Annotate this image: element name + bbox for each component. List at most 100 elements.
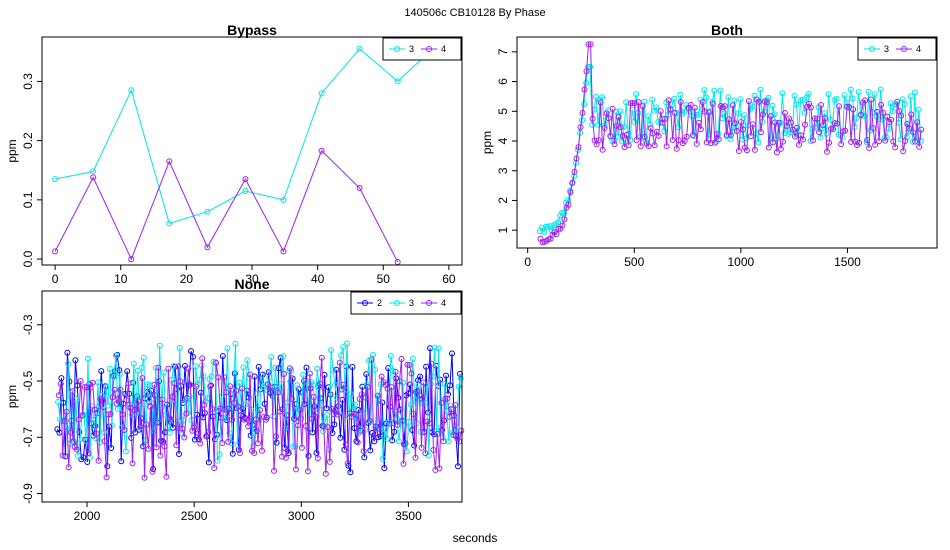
legend-label: 3 [409,298,414,308]
data-point [93,430,100,437]
data-point [452,402,459,409]
data-point [259,447,265,454]
data-point [350,407,356,413]
y-axis-label: ppm [5,385,19,408]
data-point [683,133,690,140]
data-point [741,112,748,119]
data-point [595,121,602,128]
data-point [581,101,588,108]
data-point [281,371,287,377]
data-point [95,457,102,464]
data-point [389,437,396,444]
data-point [106,365,113,372]
data-point [589,115,596,122]
data-point [861,113,868,120]
data-point [168,419,174,426]
data-point [354,439,361,446]
data-point [828,126,834,132]
data-point [212,359,219,365]
data-point [128,256,135,263]
data-point [265,381,271,388]
data-point [870,125,877,132]
y-tick-label: 1 [496,227,510,234]
x-tick-label: 30 [245,272,259,286]
data-point [841,92,848,99]
data-point [450,432,457,438]
data-point [254,390,261,397]
data-point [810,137,816,144]
data-point [587,63,594,70]
data-point [388,384,395,391]
data-point [121,427,128,433]
data-point [703,139,710,146]
data-point [843,99,850,106]
data-point [677,91,684,98]
data-point [669,137,676,143]
y-axis: 0.0 0.1 0.2 0.3 [21,73,42,267]
figure-title: 140506c CB10128 By Phase [404,7,545,19]
data-point [733,127,740,134]
data-point [219,353,226,360]
data-point [101,438,108,445]
data-point [111,386,118,393]
data-point [66,378,73,385]
data-point [352,401,358,408]
data-point [915,106,922,113]
data-point [784,123,790,130]
y-tick-label: -0.3 [21,314,35,335]
data-point [73,396,79,403]
data-point [98,392,105,399]
data-point [303,364,310,371]
data-point [749,103,756,110]
data-point [687,101,694,108]
data-point [396,378,403,385]
data-point [132,429,139,436]
data-point [587,41,594,48]
data-point [661,128,668,135]
data-point [292,466,299,473]
data-point [227,383,234,390]
data-point [747,133,754,140]
data-point [701,108,708,115]
figure-x-axis-label: seconds [453,531,498,545]
data-point [138,364,145,371]
data-point [160,369,167,376]
data-point [325,384,332,391]
data-point [284,448,291,454]
data-point [360,448,367,455]
data-point [118,458,125,465]
data-point [193,383,200,390]
data-point [342,386,349,393]
data-point [340,381,347,388]
data-point [838,141,845,148]
data-point [573,155,580,162]
data-point [318,90,325,97]
data-point [84,459,91,465]
data-point [825,91,832,98]
data-point [356,45,363,52]
data-point [661,116,668,122]
data-point [141,474,148,481]
data-point [429,373,436,380]
data-point [215,374,222,381]
data-point [73,446,80,453]
data-point [858,112,865,118]
x-tick-label: 3500 [395,509,422,523]
data-point [255,363,262,370]
data-point [58,375,65,382]
x-tick-label: 1000 [728,255,755,269]
data-point [304,468,311,475]
data-point [77,378,84,384]
data-point [275,389,281,396]
y-tick-label: 4 [496,137,510,144]
data-point [181,434,188,441]
data-point [777,145,784,152]
plot-frame [516,36,938,249]
data-point [288,395,295,402]
data-point [909,138,916,145]
data-point [543,223,549,230]
data-point [383,435,390,442]
data-point [354,415,360,422]
